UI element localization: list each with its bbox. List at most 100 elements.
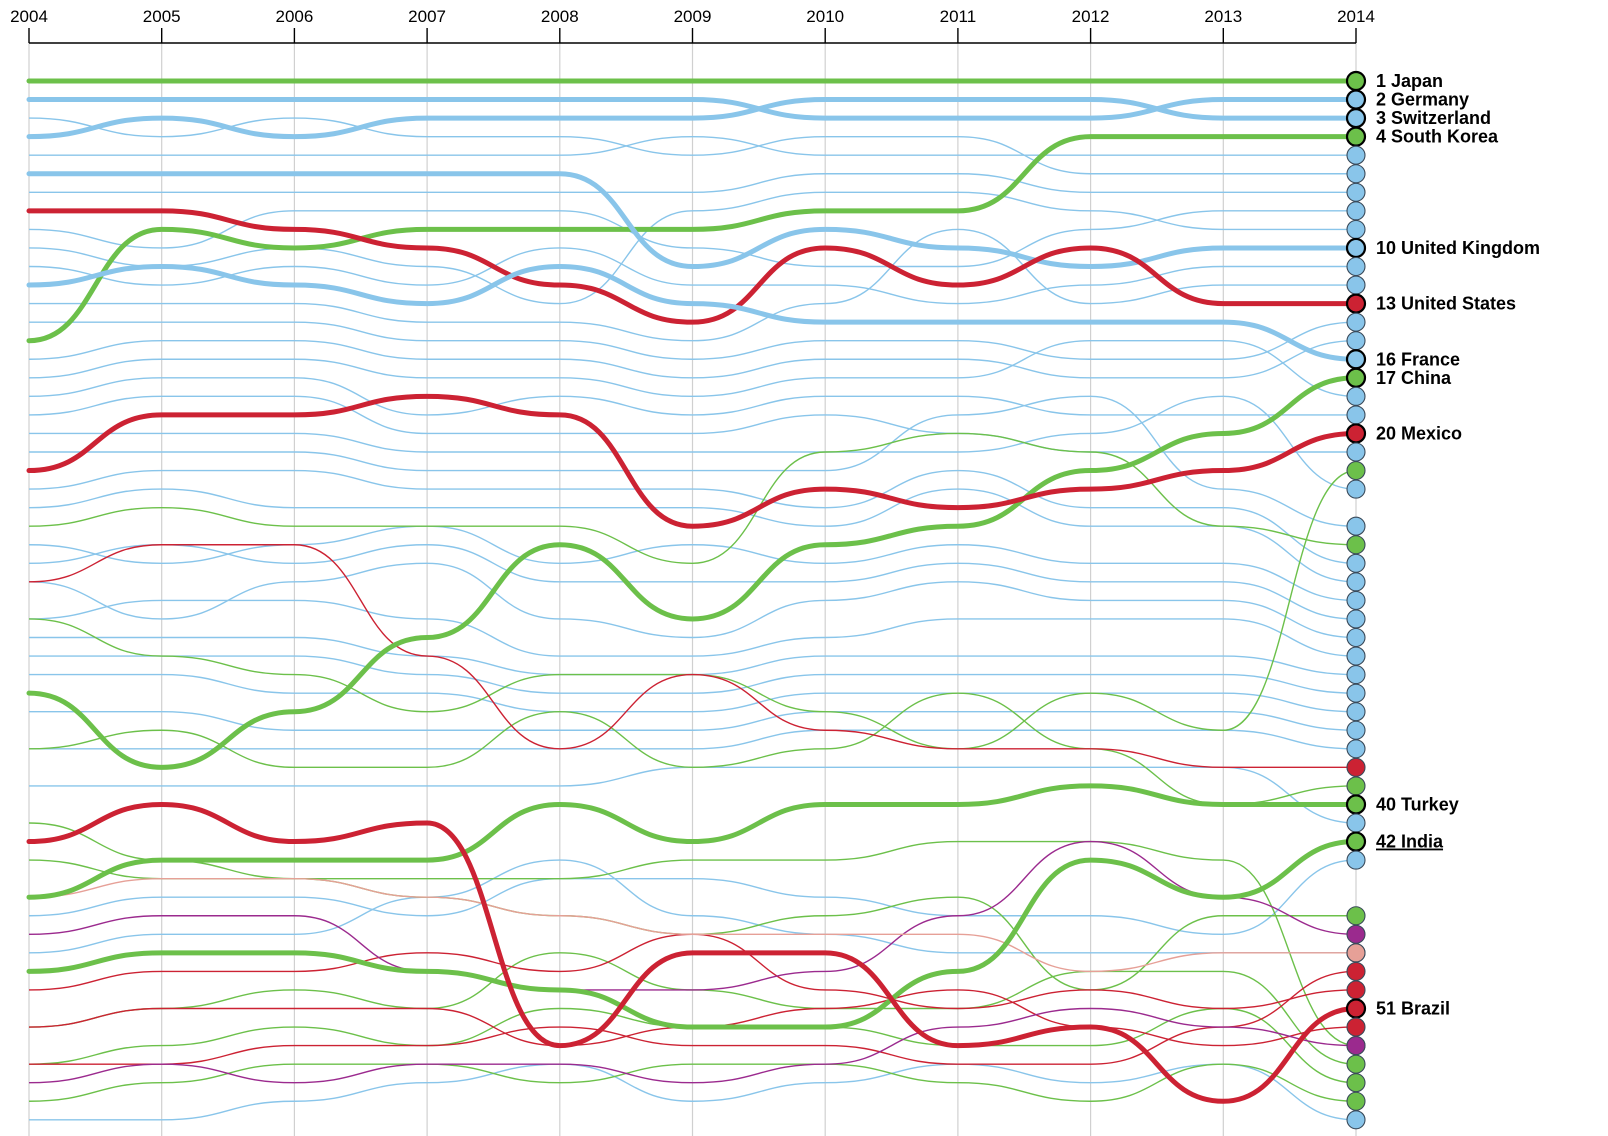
series-line-7: [29, 228, 1356, 342]
x-axis: 2004 2005 2006 2007 2008 2009 2010 2011 2012 2013…: [10, 7, 1375, 44]
end-marker-series-44: [1346, 924, 1366, 944]
end-marker-series-50: [1346, 1017, 1366, 1037]
end-marker-china: [1345, 367, 1367, 388]
tick-label-2004: 2004: [10, 7, 48, 26]
end-marker-series-36: [1346, 739, 1366, 759]
series-line-43: [28, 1007, 1357, 1084]
series-line-37: [28, 1063, 1357, 1102]
country-label-turkey: 40 Turkey: [1376, 794, 1459, 814]
series-line-17: [28, 525, 1357, 602]
end-marker-series-27: [1346, 572, 1366, 592]
background-series: [28, 117, 1357, 1121]
series-line-31: [28, 469, 1357, 750]
country-label-united-states: 13 United States: [1376, 294, 1516, 314]
end-marker-series-23: [1346, 479, 1366, 499]
end-marker-series-9: [1346, 219, 1366, 239]
country-label-france: 16 France: [1376, 349, 1460, 369]
end-marker-series-52: [1346, 1036, 1366, 1056]
tick-label-2011: 2011: [940, 7, 977, 26]
series-line-10: [28, 339, 1357, 398]
end-marker-series-53: [1346, 1054, 1366, 1074]
end-marker-series-48: [1346, 980, 1366, 1000]
series-line-france: [26, 263, 1359, 362]
end-marker-united-states: [1345, 293, 1367, 314]
tick-label-2014: 2014: [1337, 7, 1375, 26]
end-marker-series-28: [1346, 590, 1366, 610]
country-label-switzerland: 3 Switzerland: [1376, 108, 1491, 128]
tick-label-2007: 2007: [408, 7, 446, 26]
series-line-16: [28, 488, 1357, 583]
end-marker-series-5: [1346, 145, 1366, 165]
end-marker-france: [1345, 349, 1367, 370]
end-marker-series-46: [1346, 943, 1366, 963]
country-label-united-kingdom: 10 United Kingdom: [1376, 238, 1540, 258]
series-line-25: [29, 729, 1357, 750]
end-markers: [1345, 70, 1367, 1130]
end-marker-series-56: [1346, 1110, 1366, 1130]
end-marker-series-34: [1346, 702, 1366, 722]
series-line-6: [28, 247, 1356, 305]
series-line-5: [28, 191, 1356, 305]
series-line-34: [28, 822, 1357, 1047]
end-marker-series-19: [1346, 405, 1366, 425]
series-line-mexico: [26, 393, 1359, 529]
end-marker-series-43: [1346, 906, 1366, 926]
series-line-switzerland: [26, 97, 1359, 140]
highlighted-series: [26, 78, 1359, 1104]
end-marker-series-33: [1346, 683, 1366, 703]
end-marker-united-kingdom: [1345, 237, 1367, 259]
series-line-14: [29, 395, 1357, 527]
end-marker-series-14: [1346, 312, 1366, 332]
end-marker-series-7: [1346, 182, 1366, 202]
end-marker-series-55: [1346, 1091, 1366, 1111]
end-marker-series-12: [1346, 275, 1366, 295]
series-line-30: [28, 432, 1357, 565]
series-line-8: [29, 321, 1357, 360]
series-line-27: [28, 859, 1357, 936]
end-marker-series-26: [1346, 553, 1366, 573]
tick-label-2006: 2006: [275, 7, 313, 26]
series-line-turkey: [26, 783, 1359, 900]
series-line-south-korea: [26, 134, 1359, 344]
series-line-india: [26, 839, 1359, 1030]
end-marker-series-11: [1346, 256, 1366, 277]
end-marker-series-22: [1346, 460, 1366, 481]
tick-label-2008: 2008: [541, 7, 579, 26]
series-line-18: [28, 544, 1357, 620]
country-label-germany: 2 Germany: [1376, 90, 1469, 110]
end-marker-series-24: [1346, 516, 1366, 536]
end-marker-series-54: [1346, 1073, 1366, 1093]
end-marker-series-40: [1346, 813, 1366, 833]
series-line-44: [28, 877, 1356, 973]
end-marker-series-35: [1346, 720, 1366, 740]
end-marker-germany: [1345, 89, 1367, 110]
series-line-23: [28, 673, 1357, 713]
end-marker-south-korea: [1345, 126, 1367, 147]
series-line-13: [29, 395, 1357, 490]
country-label-brazil: 51 Brazil: [1376, 999, 1450, 1019]
series-line-1: [28, 135, 1356, 156]
end-marker-brazil: [1345, 998, 1367, 1019]
series-line-20: [28, 599, 1357, 657]
end-marker-series-32: [1346, 665, 1366, 685]
series-line-19: [28, 562, 1357, 639]
country-label-india: 42 India: [1376, 832, 1444, 852]
series-line-38: [28, 544, 1356, 769]
end-marker-india: [1345, 831, 1367, 852]
series-line-germany: [26, 97, 1359, 121]
tick-label-2010: 2010: [806, 7, 844, 26]
end-marker-series-47: [1346, 961, 1366, 981]
series-line-united-states: [26, 208, 1359, 325]
end-marker-series-30: [1346, 627, 1366, 648]
end-marker-series-37: [1346, 757, 1366, 777]
series-line-32: [28, 692, 1357, 806]
end-marker-series-6: [1346, 164, 1366, 184]
series-line-42: [28, 840, 1357, 991]
country-label-japan: 1 Japan: [1376, 71, 1443, 91]
end-marker-switzerland: [1345, 107, 1367, 129]
series-line-29: [28, 1063, 1357, 1121]
end-marker-series-18: [1346, 386, 1366, 406]
end-marker-turkey: [1345, 794, 1367, 815]
